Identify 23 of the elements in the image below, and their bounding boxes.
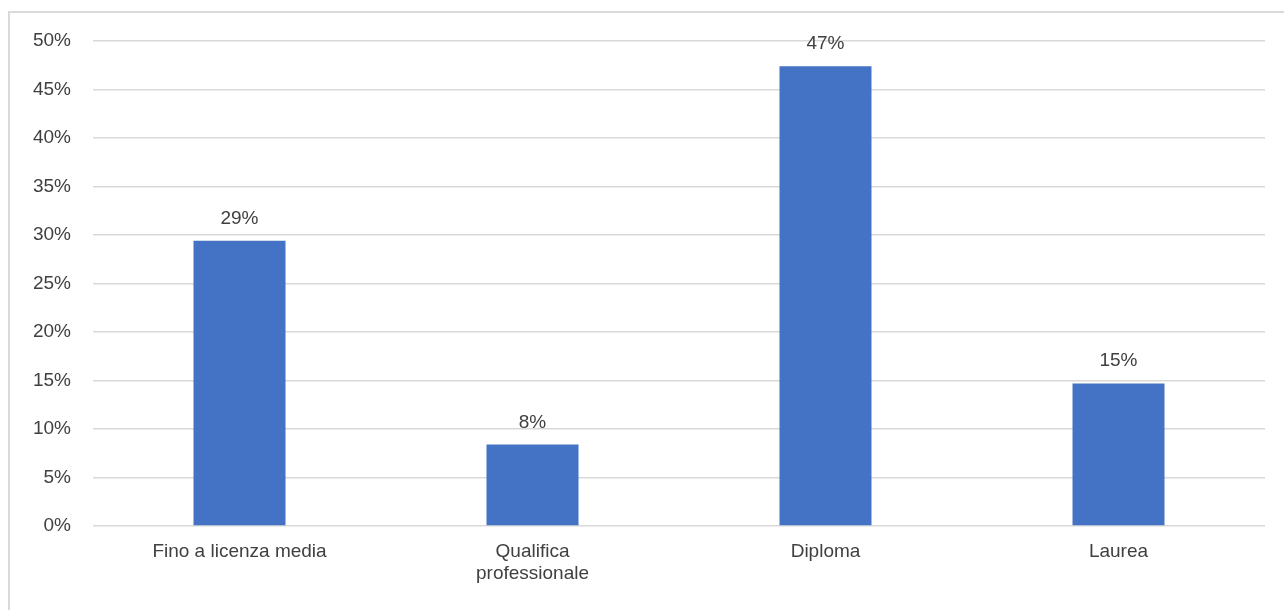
data-label: 8% bbox=[518, 410, 547, 432]
x-tick-label: Laurea bbox=[1088, 539, 1149, 561]
y-tick-label: 50% bbox=[32, 29, 72, 51]
bar bbox=[1072, 383, 1165, 526]
data-label: 15% bbox=[1099, 349, 1138, 371]
y-tick-label: 40% bbox=[32, 126, 72, 148]
y-tick-label: 20% bbox=[32, 320, 72, 342]
y-tick-label: 10% bbox=[32, 417, 72, 439]
x-tick-label: Fino a licenza media bbox=[152, 539, 328, 561]
data-label: 47% bbox=[806, 32, 845, 54]
y-tick-label: 45% bbox=[32, 77, 72, 99]
y-tick-label: 5% bbox=[43, 465, 72, 487]
data-label: 29% bbox=[220, 206, 259, 228]
y-tick-label: 0% bbox=[43, 514, 72, 536]
bar bbox=[193, 240, 286, 526]
x-tick-label: Diploma bbox=[790, 539, 861, 561]
y-tick-label: 35% bbox=[32, 174, 72, 196]
bar bbox=[486, 444, 579, 526]
bar bbox=[779, 66, 872, 526]
y-tick-label: 30% bbox=[32, 223, 72, 245]
y-tick-label: 15% bbox=[32, 368, 72, 390]
x-tick-label: Qualifica professionale bbox=[475, 539, 590, 584]
y-tick-label: 25% bbox=[32, 271, 72, 293]
